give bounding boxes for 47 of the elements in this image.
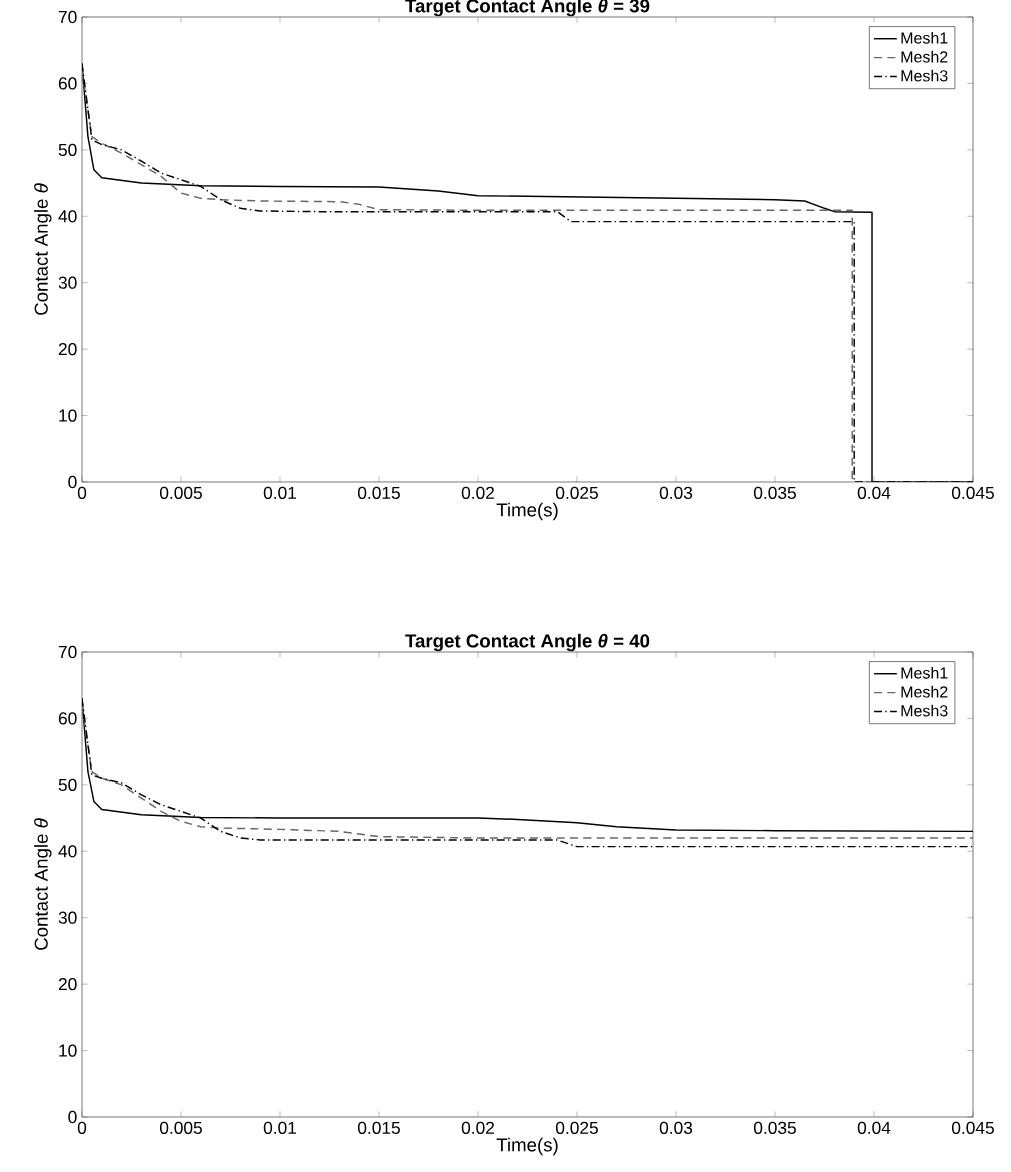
y-tick-label: 30 <box>58 276 77 289</box>
x-tick-label: 0 <box>77 1121 87 1134</box>
legend-label: Mesh2 <box>901 685 948 698</box>
y-tick-label: 10 <box>59 409 77 422</box>
x-tick-label: 0.02 <box>461 1121 494 1134</box>
x-tick-label: 0.04 <box>857 486 891 499</box>
x-tick-label: 0.035 <box>753 486 796 499</box>
x-tick-label: 0.03 <box>659 486 693 499</box>
x-tick-label: 0.025 <box>555 1121 598 1134</box>
x-tick-label: 0.015 <box>357 486 400 499</box>
y-tick-label: 40 <box>58 210 77 223</box>
x-tick-label: 0.005 <box>159 486 202 499</box>
x-tick-label: 0.01 <box>263 486 297 499</box>
x-tick-label: 0 <box>77 486 87 499</box>
legend-label: Mesh3 <box>901 704 948 717</box>
y-tick-label: 10 <box>59 1044 77 1057</box>
chart-title: Target Contact Angle θ = 40 <box>405 633 650 652</box>
y-tick-label: 70 <box>58 10 77 24</box>
y-tick-label: 0 <box>68 1110 77 1124</box>
y-tick-label: 60 <box>58 77 77 90</box>
legend-label: Mesh1 <box>901 31 948 44</box>
y-tick-label: 30 <box>58 911 77 924</box>
y-tick-label: 50 <box>58 778 77 791</box>
y-tick-label: 0 <box>68 475 77 489</box>
y-tick-label: 40 <box>58 845 77 858</box>
x-tick-label: 0.02 <box>461 486 494 499</box>
legend-label: Mesh3 <box>901 69 948 82</box>
x-tick-label: 0.005 <box>159 1121 202 1134</box>
y-tick-label: 50 <box>58 143 77 156</box>
y-tick-label: 70 <box>58 645 77 659</box>
x-axis-title: Time(s) <box>496 502 558 521</box>
y-axis-title: Contact Angle θ <box>34 818 52 950</box>
x-tick-label: 0.03 <box>659 1121 693 1134</box>
y-tick-label: 60 <box>58 712 77 725</box>
y-axis-title: Contact Angle θ <box>34 183 52 315</box>
x-tick-label: 0.045 <box>951 1121 994 1134</box>
legend-label: Mesh2 <box>901 50 948 63</box>
x-axis-title: Time(s) <box>496 1137 558 1156</box>
x-tick-label: 0.025 <box>555 486 598 499</box>
legend-label: Mesh1 <box>901 666 948 679</box>
x-tick-label: 0.04 <box>857 1121 891 1134</box>
x-tick-label: 0.045 <box>951 486 994 499</box>
y-tick-label: 20 <box>58 978 77 991</box>
x-tick-label: 0.01 <box>263 1121 297 1134</box>
y-tick-label: 20 <box>58 343 77 356</box>
x-tick-label: 0.035 <box>753 1121 796 1134</box>
x-tick-label: 0.015 <box>357 1121 400 1134</box>
